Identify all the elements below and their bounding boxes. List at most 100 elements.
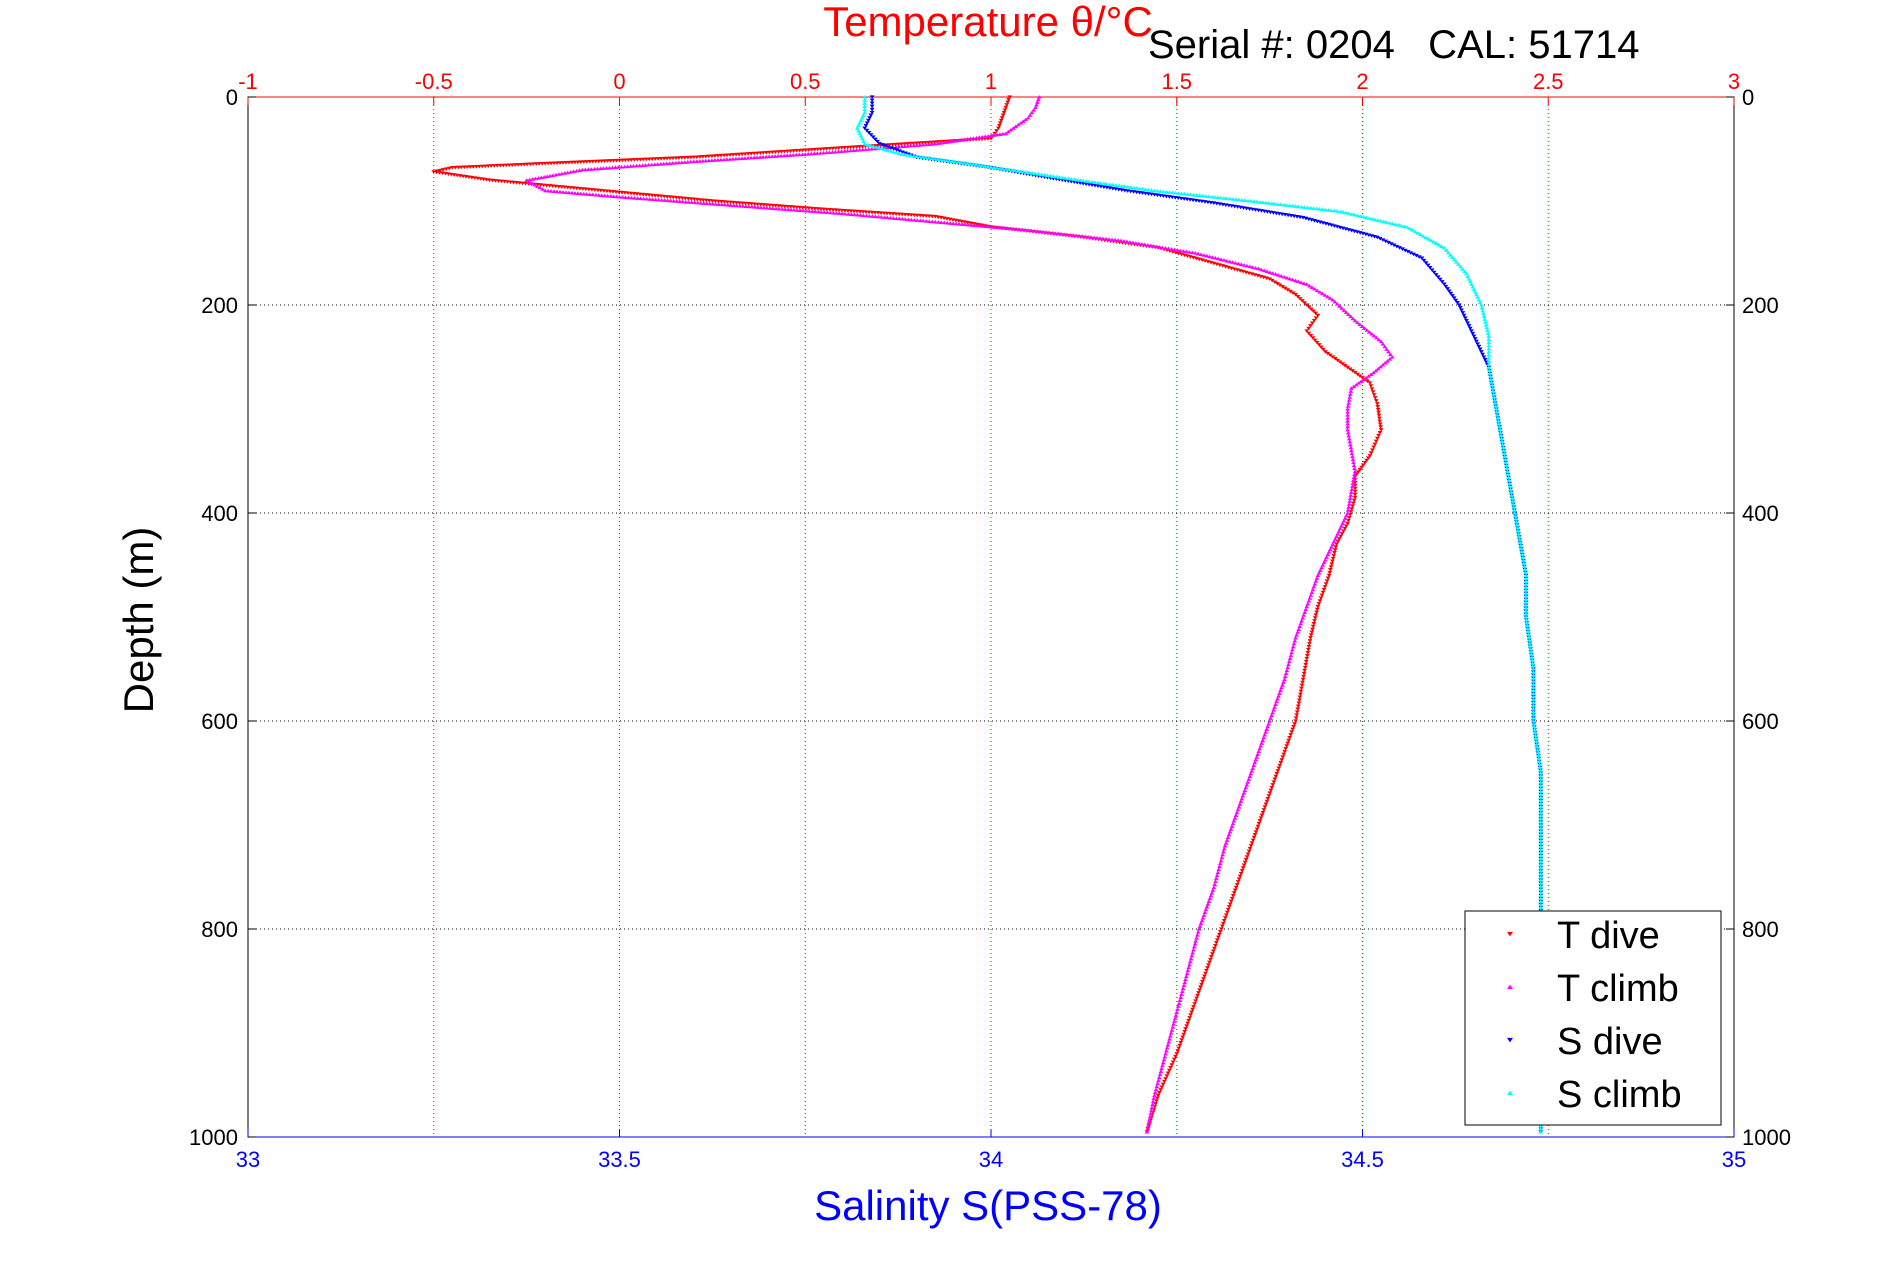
data-point xyxy=(926,219,932,223)
data-point xyxy=(1191,1004,1196,1009)
data-point xyxy=(1523,579,1529,584)
data-point xyxy=(1290,291,1296,295)
data-point xyxy=(1334,209,1340,213)
data-point xyxy=(1537,762,1542,767)
data-point xyxy=(1296,701,1302,706)
data-point xyxy=(635,196,640,200)
data-point xyxy=(1179,989,1185,994)
data-point xyxy=(1035,97,1041,102)
data-point xyxy=(1107,182,1113,187)
data-point xyxy=(652,162,658,167)
data-point xyxy=(1154,1084,1160,1089)
data-point xyxy=(1462,269,1467,274)
data-point xyxy=(1290,644,1296,649)
data-point xyxy=(1258,267,1264,272)
data-point xyxy=(734,203,740,208)
data-point xyxy=(1404,225,1410,229)
data-point xyxy=(770,206,776,210)
data-point xyxy=(1159,1085,1165,1089)
data-point xyxy=(1380,342,1386,346)
data-point xyxy=(1035,100,1040,104)
data-point xyxy=(1270,271,1276,275)
data-point xyxy=(1372,217,1378,222)
data-point xyxy=(1378,428,1384,432)
data-point xyxy=(992,131,998,136)
data-point xyxy=(808,151,814,156)
data-point xyxy=(1445,287,1450,291)
data-point xyxy=(679,160,685,165)
data-point xyxy=(1538,841,1544,846)
data-point xyxy=(1260,810,1266,815)
data-point xyxy=(1327,296,1333,300)
data-point xyxy=(1255,752,1261,756)
data-point xyxy=(1312,616,1318,620)
data-point xyxy=(935,141,941,146)
data-point xyxy=(766,154,772,159)
data-point xyxy=(1538,789,1544,794)
data-point xyxy=(1281,680,1286,684)
data-point xyxy=(1520,555,1526,560)
data-point xyxy=(534,184,540,188)
data-point xyxy=(862,104,868,109)
data-point xyxy=(1262,805,1268,809)
data-point xyxy=(712,158,718,162)
data-point xyxy=(1360,376,1365,380)
data-point xyxy=(743,204,749,208)
data-point xyxy=(779,207,785,211)
data-point xyxy=(1486,343,1492,348)
data-point xyxy=(911,143,917,148)
data-point xyxy=(1530,664,1536,668)
data-point xyxy=(1314,607,1320,612)
data-point xyxy=(588,167,594,171)
data-point xyxy=(1362,326,1367,330)
data-point xyxy=(1303,659,1309,664)
data-point xyxy=(1001,110,1007,115)
data-point xyxy=(1286,659,1292,664)
data-point xyxy=(754,155,760,160)
data-point xyxy=(1507,481,1512,485)
data-point xyxy=(1387,357,1393,361)
data-point xyxy=(1528,646,1533,651)
data-point xyxy=(1509,493,1515,497)
data-point xyxy=(1160,1082,1166,1087)
data-point xyxy=(1304,656,1310,661)
data-point xyxy=(1464,318,1469,323)
data-point xyxy=(864,128,870,133)
data-point xyxy=(1244,782,1250,787)
data-point xyxy=(1367,381,1373,385)
data-point xyxy=(967,161,973,166)
data-point xyxy=(1162,1054,1168,1059)
data-point xyxy=(1538,1129,1544,1134)
data-point xyxy=(1500,442,1506,447)
data-point xyxy=(1172,247,1177,252)
data-point xyxy=(1150,1099,1156,1104)
data-point xyxy=(1322,293,1328,297)
data-point xyxy=(1352,495,1358,500)
data-point xyxy=(1391,243,1397,248)
data-point xyxy=(1238,262,1244,267)
data-point xyxy=(1319,593,1325,598)
data-point xyxy=(755,205,761,209)
legend-marker xyxy=(1507,1037,1513,1043)
data-point xyxy=(1445,250,1451,255)
data-point xyxy=(1085,234,1091,239)
data-point xyxy=(818,209,824,214)
data-point xyxy=(982,134,988,139)
data-point xyxy=(1336,537,1342,541)
data-point xyxy=(1332,357,1338,361)
data-point xyxy=(1513,517,1519,521)
data-point xyxy=(1250,838,1256,843)
data-point xyxy=(1175,1004,1181,1008)
data-point xyxy=(974,135,979,140)
data-point xyxy=(802,152,808,156)
data-point xyxy=(1525,626,1531,631)
data-point xyxy=(833,149,838,154)
data-point xyxy=(1534,742,1540,746)
data-point xyxy=(872,214,878,219)
data-point xyxy=(1133,241,1139,245)
data-point xyxy=(811,151,817,156)
data-point xyxy=(862,98,868,102)
data-point xyxy=(1174,1010,1180,1014)
data-point xyxy=(959,137,965,142)
data-point xyxy=(1160,245,1166,250)
